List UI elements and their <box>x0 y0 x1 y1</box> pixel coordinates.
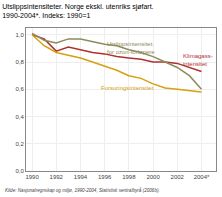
svg-text:0,4: 0,4 <box>15 114 24 120</box>
svg-text:0,0: 0,0 <box>15 168 24 174</box>
svg-text:2002: 2002 <box>171 174 185 180</box>
svg-text:2004*: 2004* <box>194 174 210 180</box>
svg-text:Klimagass-intensitet: Klimagass-intensitet <box>183 53 213 67</box>
svg-text:0,2: 0,2 <box>15 141 24 147</box>
svg-text:Kilde: Nasjonalregnskap og mil: Kilde: Nasjonalregnskap og miljø, 1990-2… <box>5 187 160 193</box>
svg-text:Utslippsintensitetfor ozon-for: Utslippsintensitetfor ozon-forløpere <box>107 41 155 55</box>
svg-text:0,8: 0,8 <box>15 59 24 65</box>
svg-text:1996: 1996 <box>98 174 112 180</box>
svg-text:Utslippsintensiteter. Norge ek: Utslippsintensiteter. Norge ekskl. utenr… <box>2 3 153 19</box>
svg-text:1998: 1998 <box>122 174 136 180</box>
svg-text:2000: 2000 <box>146 174 160 180</box>
svg-text:Forsuringsintensitet: Forsuringsintensitet <box>101 85 154 91</box>
svg-text:1,0: 1,0 <box>15 32 24 38</box>
svg-text:1992: 1992 <box>50 174 64 180</box>
svg-text:1994: 1994 <box>74 174 88 180</box>
svg-text:0,6: 0,6 <box>15 86 24 92</box>
svg-text:1990: 1990 <box>25 174 39 180</box>
